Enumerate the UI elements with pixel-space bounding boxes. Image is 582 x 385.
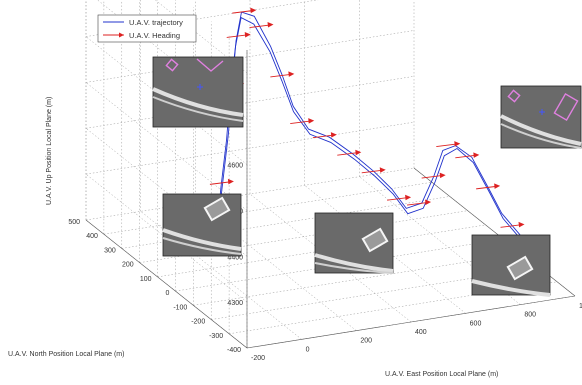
x-tick-label: 200 (360, 338, 372, 345)
camera-frame-image (315, 213, 393, 273)
y-tick-label: 100 (140, 276, 152, 283)
heading-arrowhead (440, 173, 446, 179)
heading-arrow (313, 132, 337, 138)
heading-arrow (337, 150, 361, 156)
camera-frame-image (153, 57, 243, 127)
legend-trajectory-label: U.A.V. trajectory (129, 18, 183, 27)
heading-arrow (290, 118, 314, 124)
camera-frame-image (163, 194, 241, 256)
trajectory-line (217, 12, 528, 244)
heading-arrowhead (228, 179, 234, 185)
camera-frames (153, 57, 581, 295)
y-tick-label: 0 (166, 290, 170, 297)
heading-arrowhead (308, 118, 314, 124)
heading-arrowhead (331, 132, 337, 138)
y-tick-label: -400 (227, 347, 241, 354)
camera-frame-image (472, 235, 550, 295)
heading-arrowhead (494, 183, 500, 189)
y-tick-label: 300 (104, 247, 116, 254)
heading-arrowhead (355, 150, 361, 156)
legend-heading-label: U.A.V. Heading (129, 31, 180, 40)
x-axis-label: U.A.V. East Position Local Plane (m) (385, 371, 498, 378)
heading-arrow-shaft (362, 170, 382, 173)
heading-arrowhead (425, 200, 431, 206)
heading-arrowhead (288, 71, 294, 77)
z-tick-label: 4600 (227, 163, 243, 170)
z-tick-label: 4300 (227, 300, 243, 307)
y-tick-label: 400 (86, 233, 98, 240)
heading-arrow (227, 32, 251, 38)
y-tick-label: -300 (209, 333, 223, 340)
heading-arrowhead (268, 22, 274, 28)
y-tick-label: -200 (191, 319, 205, 326)
legend: U.A.V. trajectory U.A.V. Heading (98, 15, 196, 42)
y-tick-label: 500 (68, 219, 80, 226)
y-tick-label: 200 (122, 262, 134, 269)
x-tick-label: 600 (470, 320, 482, 327)
grid (86, 0, 575, 348)
heading-arrow (250, 22, 274, 28)
x-tick-label: -200 (251, 355, 265, 362)
heading-arrowhead (250, 8, 256, 13)
x-tick-label: 400 (415, 329, 427, 336)
y-tick-label: -100 (173, 304, 187, 311)
z-axis-label: U.A.V. Up Position Local Plane (m) (46, 97, 53, 205)
heading-arrow (436, 141, 460, 147)
heading-arrowhead (405, 195, 411, 201)
heading-arrow (232, 8, 256, 13)
heading-arrowhead (454, 141, 460, 147)
y-axis-label: U.A.V. North Position Local Plane (m) (8, 351, 124, 358)
heading-arrowhead (473, 152, 479, 158)
x-tick-label: 0 (306, 346, 310, 353)
camera-frame-image (501, 86, 581, 148)
heading-arrow-shaft (210, 182, 230, 185)
axis-line (247, 296, 575, 348)
heading-arrowhead (380, 167, 386, 173)
heading-arrowhead (519, 222, 525, 228)
x-tick-label: 800 (524, 312, 536, 319)
